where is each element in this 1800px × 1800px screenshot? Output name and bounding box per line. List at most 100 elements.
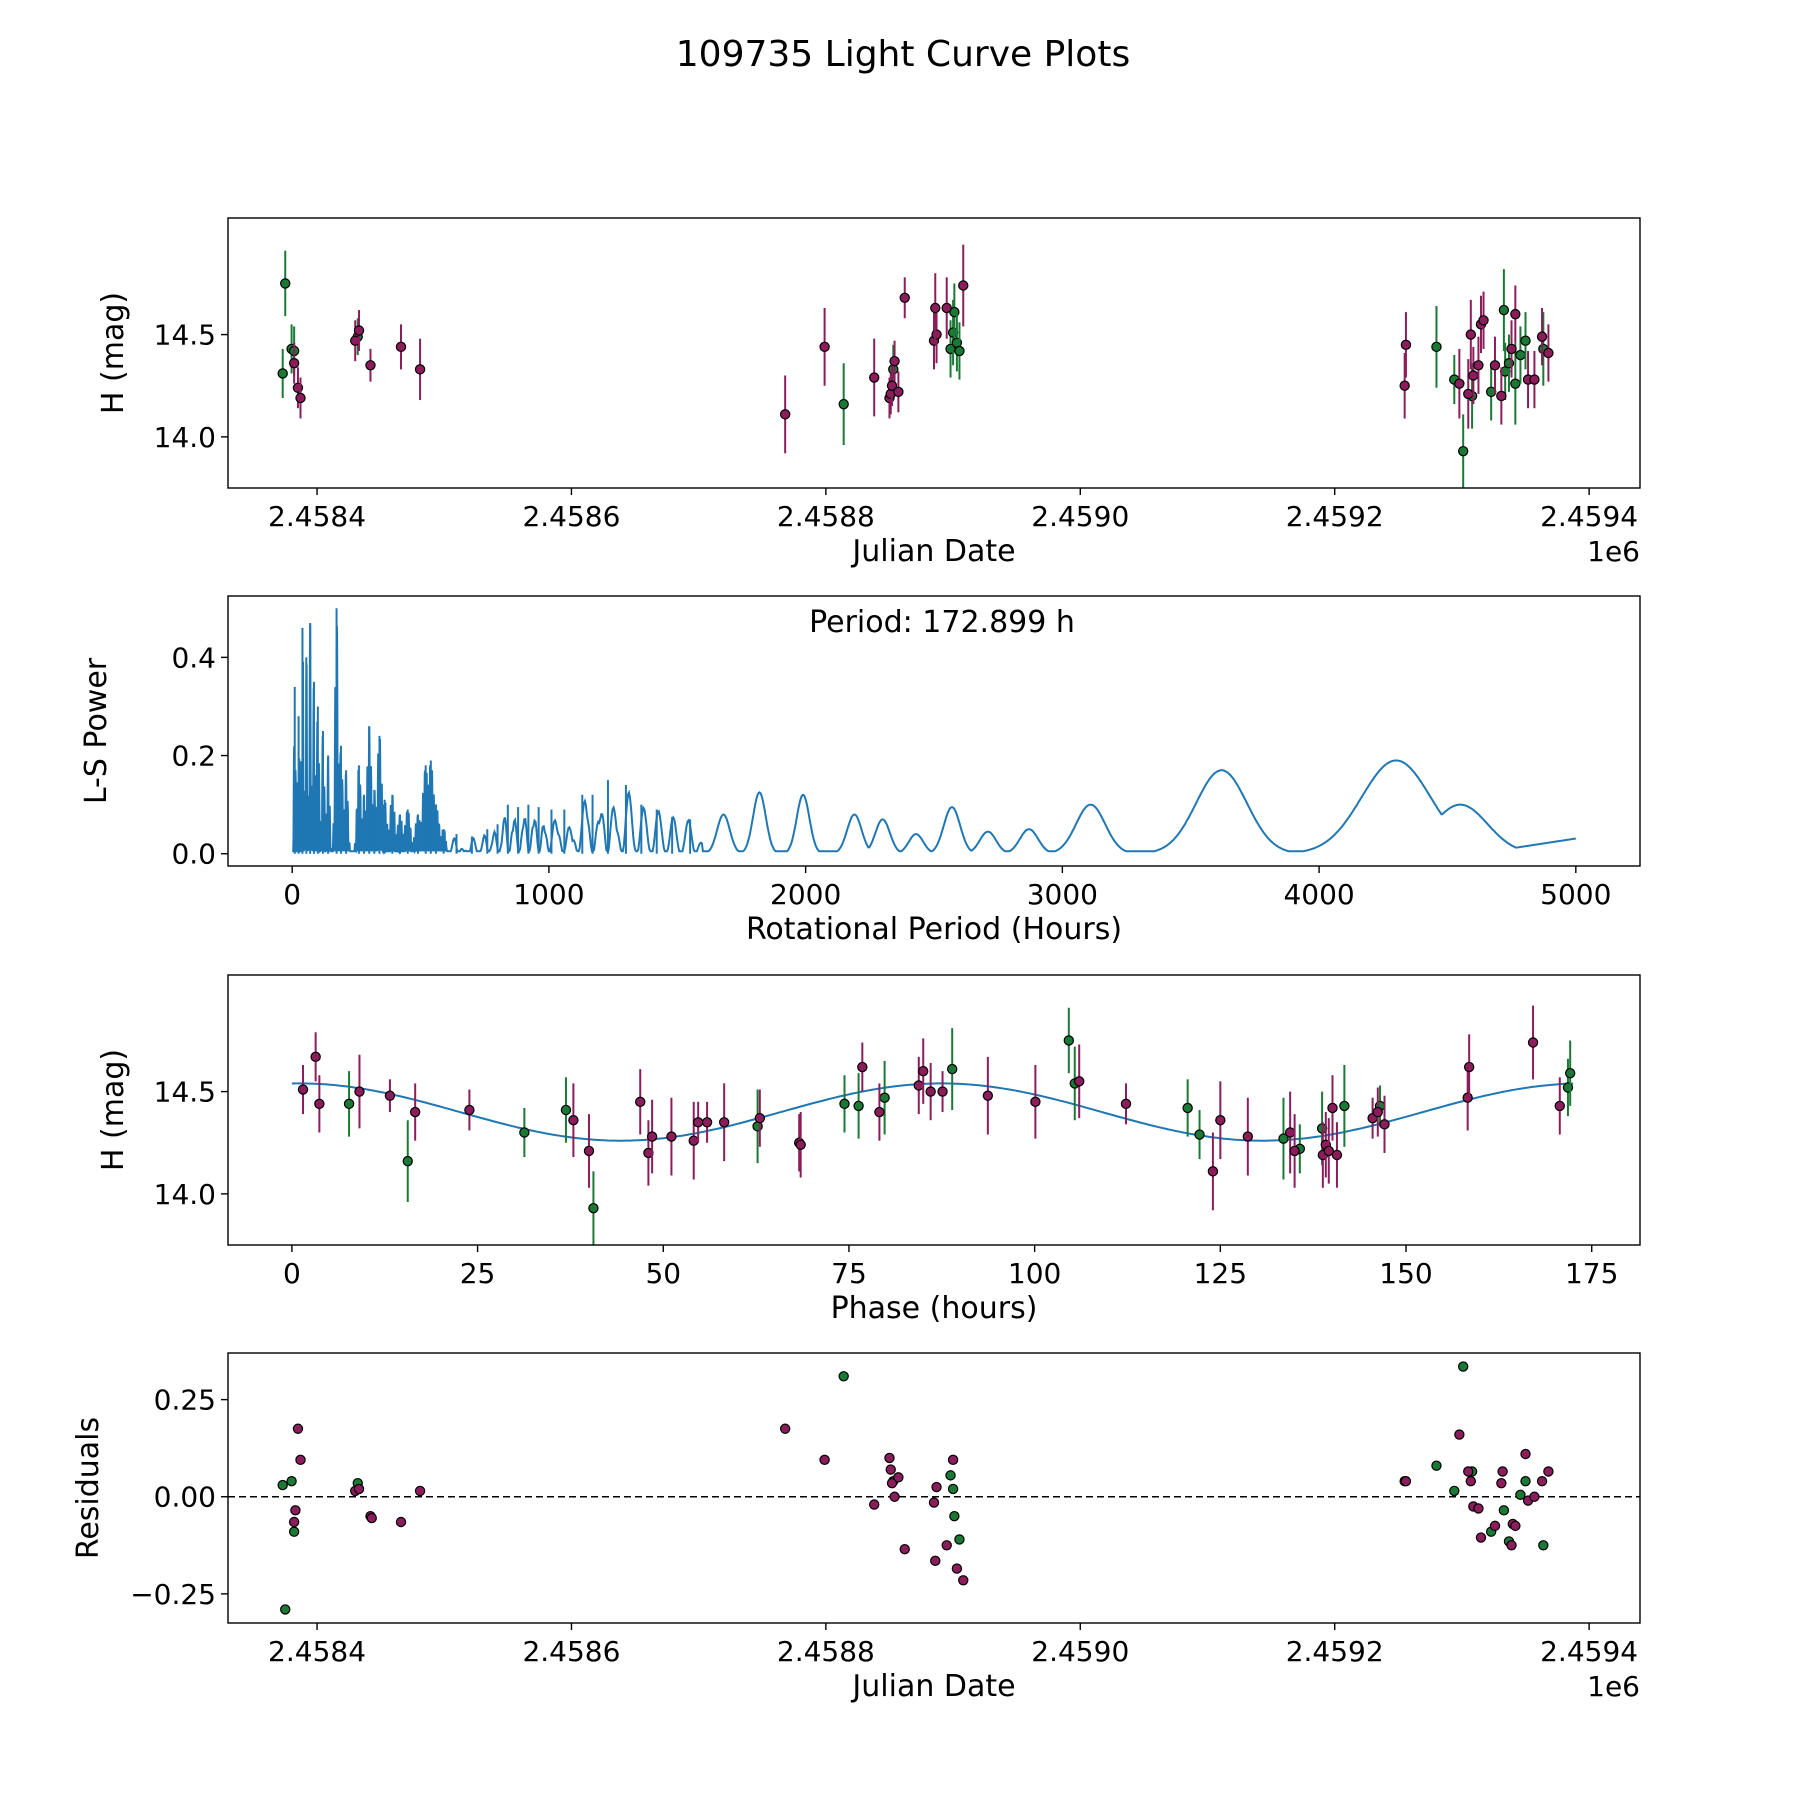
lightcurve-xtick-label-4: 2.4592: [1286, 500, 1384, 533]
figure-title: 109735 Light Curve Plots: [676, 34, 1130, 75]
purple-point-20: [930, 1555, 941, 1567]
phasecurve-data-layer: [291, 1005, 1576, 1245]
purple-point-5: [365, 360, 376, 371]
phasecurve-xtick-label-0: 0: [283, 1257, 301, 1290]
green-point-14: [1278, 1133, 1289, 1144]
periodogram-frame: [227, 595, 1641, 867]
phasecurve-ylabel: H (mag): [96, 1049, 131, 1171]
periodogram-ytick-label-0: 0.0: [171, 838, 216, 871]
purple-point-12: [666, 1131, 677, 1142]
purple-point-19: [928, 1497, 940, 1508]
purple-point-25: [1463, 388, 1474, 400]
purple-point-28: [1473, 360, 1484, 371]
residuals-xtick-label-2: 2.4588: [777, 1635, 875, 1668]
purple-point-10: [869, 372, 880, 383]
purple-point-44: [1463, 1061, 1475, 1073]
green-point-0: [343, 1098, 355, 1110]
residuals-panel: 2.4584 2.4586 2.4588 2.4590 2.4592 2.4594 −0.2…: [71, 1352, 1641, 1704]
phasecurve-xtick-label-5: 125: [1194, 1257, 1247, 1290]
purple-point-27: [1030, 1096, 1041, 1108]
green-point-0: [277, 368, 288, 379]
purple-point-15: [893, 386, 904, 398]
green-point-10: [1063, 1035, 1075, 1046]
residuals-frame: [227, 1352, 1641, 1624]
purple-point-9: [414, 1485, 426, 1497]
purple-point-16: [889, 1491, 900, 1502]
green-point-14: [1457, 445, 1469, 457]
purple-point-14: [692, 1117, 704, 1128]
lightcurve-x-offset-label: 1e6: [1587, 535, 1640, 568]
purple-point-10: [779, 1423, 791, 1434]
residuals-ylabel: Residuals: [71, 1417, 106, 1559]
green-point-19: [1520, 1476, 1531, 1487]
purple-point-31: [1215, 1115, 1226, 1126]
purple-point-8: [395, 1516, 407, 1528]
purple-point-21: [931, 1481, 942, 1493]
purple-point-22: [913, 1080, 924, 1091]
green-point-17: [1339, 1100, 1350, 1112]
residuals-xtick-label-1: 2.4586: [522, 1635, 620, 1668]
purple-point-0: [288, 1516, 300, 1528]
lightcurve-xlabel: Julian Date: [850, 534, 1015, 569]
periodogram-xtick-label-2: 2000: [770, 878, 841, 911]
residuals-x-offset-label: 1e6: [1587, 1670, 1640, 1703]
purple-point-8: [583, 1145, 595, 1157]
purple-point-15: [701, 1117, 713, 1128]
phasecurve-panel: 0 25 50 75 100 125 150 175 14.0 14.5 Phase (hours)…: [96, 974, 1641, 1326]
periodogram-xtick-label-3: 3000: [1027, 878, 1098, 911]
green-point-10: [954, 1534, 965, 1545]
purple-point-37: [1323, 1145, 1334, 1157]
green-point-20: [1564, 1067, 1576, 1079]
purple-point-17: [754, 1112, 766, 1124]
lightcurve-xtick-label-2: 2.4588: [777, 500, 875, 533]
purple-point-33: [1506, 343, 1517, 355]
lightcurve-xtick-label-0: 2.4584: [268, 500, 366, 533]
purple-point-11: [646, 1131, 658, 1142]
purple-point-19: [795, 1139, 806, 1150]
periodogram-xtick-label-5: 5000: [1540, 878, 1611, 911]
purple-point-39: [1510, 1520, 1521, 1532]
periodogram-xtick-label-0: 0: [283, 878, 301, 911]
purple-point-16: [718, 1117, 730, 1128]
purple-point-0: [297, 1084, 309, 1095]
periodogram-ytick-label-1: 0.2: [171, 740, 216, 773]
purple-point-27: [1468, 370, 1479, 381]
residuals-ytick-label-1: 0.00: [154, 1481, 216, 1514]
green-point-2: [286, 1476, 297, 1487]
green-point-1: [280, 278, 291, 289]
green-point-0: [277, 1479, 288, 1491]
phasecurve-frame: [227, 974, 1641, 1246]
purple-point-17: [893, 1472, 904, 1483]
phasecurve-ytick-label-0: 14.0: [154, 1178, 216, 1211]
purple-point-2: [295, 392, 306, 404]
purple-point-33: [1284, 1127, 1296, 1138]
green-point-1: [280, 1604, 291, 1615]
lightcurve-xtick-label-3: 2.4590: [1031, 500, 1129, 533]
lightcurve-ytick-label-0: 14.0: [154, 421, 216, 454]
purple-point-43: [1536, 1476, 1548, 1487]
phasecurve-xtick-label-2: 50: [645, 1257, 681, 1290]
residuals-data-layer: [228, 1361, 1640, 1615]
green-point-6: [839, 1098, 850, 1110]
purple-point-45: [1527, 1037, 1539, 1048]
plots: 2.4584 2.4586 2.4588 2.4590 2.4592 2.4594 14.0…: [71, 217, 1641, 1704]
purple-point-14: [885, 1464, 896, 1475]
purple-point-4: [353, 325, 365, 336]
purple-point-30: [1478, 315, 1489, 326]
periodogram-ytick-label-2: 0.4: [171, 641, 216, 674]
purple-point-15: [886, 1477, 898, 1489]
purple-point-28: [1454, 1429, 1465, 1440]
residuals-xtick-label-5: 2.4594: [1540, 1635, 1638, 1668]
purple-point-36: [1529, 374, 1540, 385]
green-point-7: [945, 1470, 956, 1481]
lightcurve-ylabel: H (mag): [96, 292, 131, 414]
green-point-8: [879, 1092, 890, 1103]
purple-point-34: [1489, 1520, 1501, 1532]
purple-point-38: [1327, 1102, 1338, 1114]
periodogram-xlabel: Rotational Period (Hours): [746, 912, 1122, 947]
purple-point-13: [688, 1135, 699, 1146]
purple-point-4: [384, 1090, 396, 1101]
purple-point-16: [899, 292, 910, 303]
periodogram-data-layer: [292, 608, 1576, 855]
green-point-4: [588, 1202, 599, 1214]
